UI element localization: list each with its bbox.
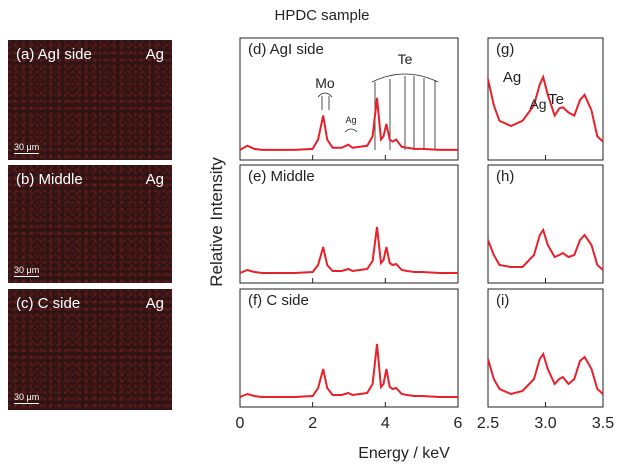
panel-label: (f) C side xyxy=(248,292,309,309)
peak-annotation: Mo xyxy=(315,75,335,91)
spectrum-line xyxy=(487,74,604,143)
scale-bar: 30 μm xyxy=(14,142,40,154)
x-tick-label: 0 xyxy=(236,415,245,432)
map-panel: (b) Middle Ag 30 μm xyxy=(8,165,172,283)
spectrum-line xyxy=(239,97,458,151)
x-tick-label: 3.5 xyxy=(592,415,614,432)
map-label: (c) C side xyxy=(16,295,81,312)
scale-bar: 30 μm xyxy=(14,265,40,277)
map-label: (a) AgI side xyxy=(16,46,92,63)
panel-label: (i) xyxy=(496,292,509,309)
panel-label: (e) Middle xyxy=(248,168,315,185)
peak-annotation: Te xyxy=(398,51,413,67)
x-tick-label: 6 xyxy=(454,415,463,432)
x-tick-label: 2.5 xyxy=(477,415,499,432)
y-axis-label: Relative Intensity xyxy=(207,157,226,287)
peak-annotation: Ag xyxy=(529,96,546,112)
figure-title: HPDC sample xyxy=(274,7,369,24)
panel-frame xyxy=(239,288,459,408)
annotation-brackets xyxy=(317,73,439,150)
peak-annotation: Te xyxy=(548,91,564,108)
peak-annotation: Ag xyxy=(503,69,521,86)
x-tick-label: 2 xyxy=(308,415,317,432)
spectrum-line xyxy=(487,227,604,271)
spectrum-line xyxy=(487,351,604,396)
panel-frame xyxy=(239,164,459,284)
x-tick-label: 4 xyxy=(381,415,390,432)
map-element: Ag xyxy=(145,295,164,312)
map-panel: (a) AgI side Ag 30 μm xyxy=(8,40,172,160)
map-label: (b) Middle xyxy=(16,171,83,188)
x-tick-label: 3.0 xyxy=(534,415,556,432)
spectrum-line xyxy=(239,226,458,274)
scale-bar: 30 μm xyxy=(14,392,40,404)
panel-label: (h) xyxy=(496,168,514,185)
panel-frame xyxy=(239,37,459,161)
peak-annotation: Ag xyxy=(345,115,356,125)
map-panel: (c) C side Ag 30 μm xyxy=(8,289,172,410)
panel-label: (d) AgI side xyxy=(248,41,324,58)
map-element: Ag xyxy=(145,46,164,63)
map-element: Ag xyxy=(145,171,164,188)
spectrum-line xyxy=(239,343,458,398)
panel-label: (g) xyxy=(496,41,514,58)
x-axis-label: Energy / keV xyxy=(358,445,450,462)
